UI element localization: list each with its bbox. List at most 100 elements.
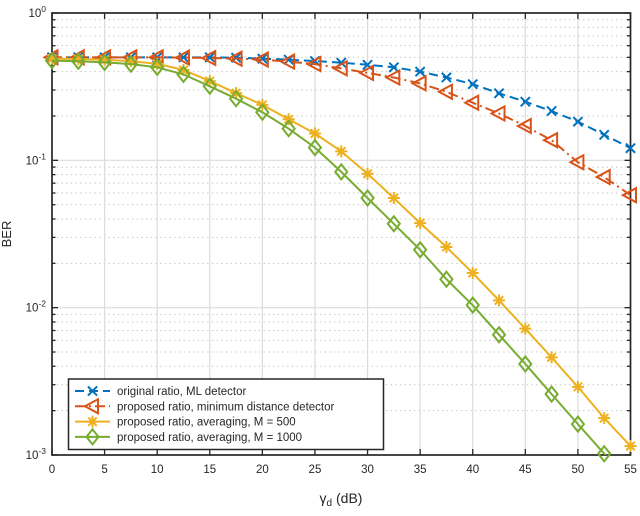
x-tick-label: 0: [49, 464, 55, 476]
asterisk-marker-icon: [151, 57, 164, 70]
x-tick-label: 40: [466, 464, 479, 476]
legend-entry-original-ratio-ml-detector: original ratio, ML detector: [75, 385, 247, 398]
x-tick-label: 15: [203, 464, 216, 476]
triangle-left-marker-icon: [82, 397, 99, 415]
x-marker-icon: [598, 129, 610, 141]
diamond-marker-icon: [596, 444, 612, 463]
asterisk-marker-icon: [571, 380, 584, 393]
x-marker-icon: [546, 105, 557, 117]
legend-entry-label: proposed ratio, averaging, M = 500: [117, 417, 296, 429]
legend-entry-label: original ratio, ML detector: [117, 386, 247, 398]
diamond-marker-icon: [570, 415, 586, 434]
diamond-marker-icon: [465, 296, 481, 315]
x-tick-labels: 0 5 10 15 20 25 30 35 40 45 50 55: [49, 464, 637, 476]
diamond-marker-icon: [386, 214, 402, 233]
diamond-marker-icon: [412, 240, 428, 259]
triangle-left-marker-icon: [463, 94, 480, 112]
asterisk-marker-icon: [361, 167, 374, 180]
y-axis-label: BER: [0, 221, 14, 248]
asterisk-marker-icon: [282, 113, 295, 126]
triangle-left-marker-icon: [620, 186, 637, 204]
y-tick-labels: 100 10-1 10-2 10-3: [26, 4, 47, 462]
asterisk-marker-icon: [98, 53, 111, 66]
asterisk-marker-icon: [414, 217, 427, 230]
x-marker-icon: [414, 66, 426, 77]
asterisk-marker-icon: [46, 52, 58, 65]
asterisk-marker-icon: [72, 53, 85, 66]
x-marker-icon: [493, 88, 505, 99]
triangle-left-marker-icon: [410, 74, 427, 93]
x-tick-label: 25: [309, 464, 322, 476]
asterisk-marker-icon: [177, 64, 190, 77]
y-tick-label: 10-2: [26, 299, 47, 315]
asterisk-marker-icon: [519, 322, 532, 335]
plot-border: [51, 12, 632, 456]
diamond-marker-icon: [44, 51, 60, 70]
legend: original ratio, ML detector proposed rati…: [67, 378, 385, 451]
diamond-marker-icon: [255, 103, 270, 122]
triangle-left-marker-icon: [200, 49, 217, 67]
asterisk-marker-icon: [308, 127, 321, 140]
axis-box: [51, 12, 632, 456]
diamond-marker-icon: [149, 58, 165, 77]
y-tick-label: 10-3: [26, 446, 47, 462]
diamond-marker-icon: [71, 52, 86, 71]
x-marker-icon: [625, 142, 636, 154]
triangle-left-marker-icon: [226, 49, 243, 68]
x-tick-label: 20: [256, 464, 269, 476]
asterisk-marker-icon: [598, 412, 611, 425]
x-tick-label: 35: [414, 464, 427, 476]
legend-entry-label: proposed ratio, minimum distance detecto…: [117, 401, 334, 413]
grid-minor: [52, 19, 631, 412]
diamond-marker-icon: [176, 65, 191, 84]
triangle-left-marker-icon: [357, 64, 375, 82]
triangle-left-marker-icon: [489, 104, 506, 123]
triangle-left-marker-icon: [594, 168, 611, 186]
series-proposed-ratio-averaging-m-1000: [44, 51, 612, 463]
triangle-left-marker-icon: [252, 50, 269, 69]
asterisk-marker-icon: [466, 266, 479, 279]
x-tick-label: 45: [519, 464, 532, 476]
series-proposed-ratio-minimum-distance-detector-line: [52, 56, 631, 197]
diamond-marker-icon: [360, 188, 375, 208]
x-marker-icon: [572, 116, 584, 127]
diamond-marker-icon: [544, 385, 559, 404]
series-line-clip: [52, 56, 631, 197]
x-marker-icon: [467, 78, 479, 90]
diamond-marker-icon: [123, 54, 139, 74]
diamond-marker-icon: [97, 53, 112, 72]
asterisk-marker-icon: [203, 75, 216, 88]
diamond-marker-icon: [85, 427, 100, 447]
asterisk-marker-icon: [440, 241, 453, 254]
x-marker-icon: [520, 96, 531, 108]
asterisk-marker-icon: [230, 87, 243, 100]
y-tick-label: 100: [28, 4, 46, 20]
asterisk-marker-icon: [493, 294, 506, 307]
diamond-marker-icon: [202, 77, 218, 96]
axis-ticks: [51, 12, 632, 456]
x-tick-label: 10: [151, 464, 164, 476]
triangle-left-marker-icon: [279, 52, 296, 71]
diamond-marker-icon: [518, 354, 533, 374]
triangle-left-marker-icon: [568, 153, 585, 171]
asterisk-marker-icon: [86, 415, 99, 428]
triangle-left-marker-icon: [515, 117, 532, 135]
x-axis-label: γd (dB): [320, 490, 363, 509]
diamond-marker-icon: [333, 162, 349, 181]
diamond-marker-icon: [281, 119, 296, 138]
series-line-clip: [52, 59, 607, 455]
x-tick-label: 30: [361, 464, 374, 476]
legend-box: [67, 378, 385, 451]
triangle-left-marker-icon: [305, 55, 322, 73]
legend-entry-label: proposed ratio, averaging, M = 1000: [117, 432, 302, 444]
series-line-clip: [52, 56, 631, 149]
triangle-left-marker-icon: [173, 48, 190, 67]
series-proposed-ratio-averaging-m-1000-line: [52, 59, 607, 455]
series-proposed-ratio-averaging-m-1000-markers: [44, 51, 612, 463]
asterisk-marker-icon: [124, 55, 137, 68]
y-tick-label: 10-1: [26, 151, 47, 167]
legend-entry-proposed-ratio-averaging-m-1000: proposed ratio, averaging, M = 1000: [75, 427, 302, 447]
x-tick-label: 5: [101, 464, 107, 476]
diamond-marker-icon: [307, 138, 323, 157]
